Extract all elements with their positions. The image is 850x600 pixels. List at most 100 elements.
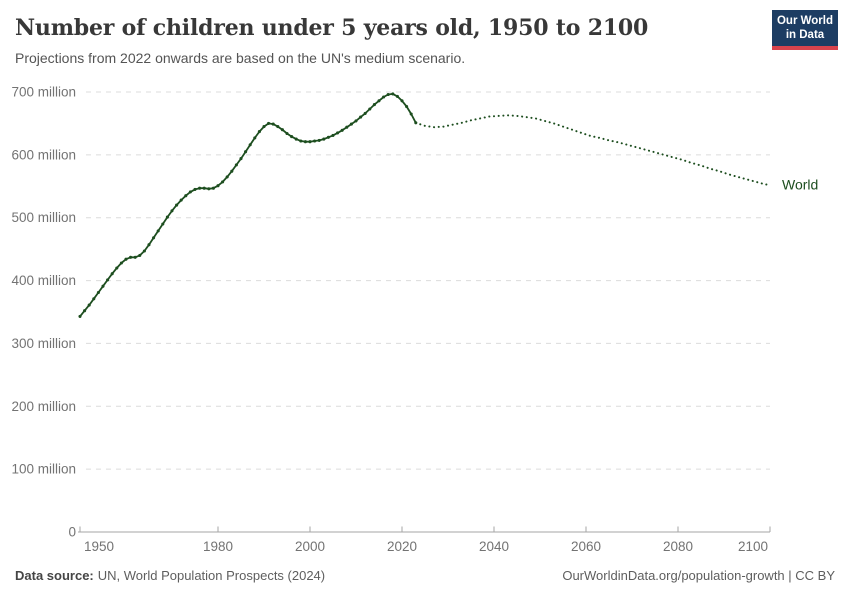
x-axis (78, 526, 771, 533)
data-point-marker (340, 128, 344, 132)
data-point-marker (405, 104, 409, 109)
x-axis-label: 1980 (203, 539, 233, 554)
data-point-marker (262, 125, 266, 129)
data-point-marker (119, 261, 123, 265)
data-point-marker (96, 290, 100, 295)
data-point-marker (207, 187, 211, 191)
data-point-marker (267, 121, 271, 125)
data-point-marker (175, 203, 179, 207)
data-point-marker (299, 139, 303, 143)
y-axis-label: 200 million (11, 399, 76, 414)
data-point-marker (87, 303, 91, 307)
owid-logo[interactable]: Our World in Data (772, 10, 838, 50)
data-point-marker (276, 125, 280, 129)
data-point-marker (294, 137, 298, 141)
data-point-marker (83, 309, 87, 313)
data-point-marker (308, 140, 312, 144)
data-point-marker (188, 190, 192, 194)
x-axis-label: 1950 (84, 539, 114, 554)
x-axis-label: 2060 (571, 539, 601, 554)
data-point-marker (322, 137, 326, 141)
data-point-marker (359, 115, 363, 119)
data-point-marker (165, 215, 169, 219)
y-gridlines (86, 91, 770, 470)
data-point-marker (349, 122, 353, 126)
x-axis-label: 2020 (387, 539, 417, 554)
owid-logo-line1: Our World (776, 14, 833, 27)
data-point-marker (313, 139, 317, 143)
series-historical-line (78, 92, 418, 318)
data-point-marker (133, 255, 137, 259)
data-point-marker (290, 135, 294, 139)
data-point-marker (179, 198, 183, 202)
data-point-marker (138, 253, 142, 257)
data-point-marker (129, 255, 133, 259)
y-axis-labels: 700 million 600 million 500 million 400 … (11, 85, 76, 540)
data-point-marker (372, 103, 376, 107)
data-point-marker (331, 133, 335, 137)
data-point-marker (124, 257, 128, 261)
footer-source-label: Data source: (15, 568, 94, 583)
data-point-marker (106, 278, 110, 282)
y-axis-label: 400 million (11, 273, 76, 288)
data-point-marker (257, 130, 261, 134)
y-axis-label: 600 million (11, 147, 76, 162)
data-point-marker (225, 175, 229, 179)
x-axis-label: 2000 (295, 539, 325, 554)
data-point-marker (354, 119, 358, 123)
data-point-marker (400, 99, 404, 103)
data-point-marker (368, 107, 372, 111)
data-point-marker (391, 92, 395, 96)
footer-source-value: UN, World Population Prospects (2024) (97, 568, 326, 583)
data-point-marker (92, 297, 96, 301)
data-point-marker (147, 243, 151, 247)
x-axis-label: 2100 (738, 539, 768, 554)
data-point-marker (170, 209, 174, 213)
data-point-marker (198, 186, 202, 190)
data-point-marker (336, 131, 340, 135)
data-point-marker (253, 136, 257, 140)
y-axis-label: 500 million (11, 210, 76, 225)
data-point-marker (152, 236, 156, 240)
footer-url-credit[interactable]: OurWorldinData.org/population-growth | C… (562, 568, 835, 583)
data-point-marker (234, 163, 238, 167)
y-axis-label: 0 (68, 525, 76, 540)
series-entity-label: World (782, 177, 818, 193)
data-point-marker (211, 186, 215, 190)
data-point-marker (248, 143, 252, 147)
y-axis-label: 700 million (11, 85, 76, 100)
data-point-marker (317, 138, 321, 142)
data-point-marker (280, 128, 284, 132)
data-point-marker (184, 194, 188, 198)
x-axis-labels: 1950 1980 2000 2020 2040 2060 2080 2100 (84, 539, 768, 554)
data-point-marker (377, 99, 381, 103)
data-point-marker (110, 272, 114, 276)
data-point-marker (115, 266, 119, 270)
footer-source: Data source: UN, World Population Prospec… (15, 568, 325, 583)
x-axis-label: 2040 (479, 539, 509, 554)
data-point-marker (345, 125, 349, 129)
owid-logo-line2: in Data (785, 29, 825, 41)
data-point-marker (271, 122, 275, 126)
data-point-marker (363, 111, 367, 115)
data-point-marker (239, 157, 243, 161)
series-projection-line (414, 114, 771, 186)
x-axis-label: 2080 (663, 539, 693, 554)
data-point-marker (409, 112, 413, 116)
data-point-marker (78, 314, 82, 318)
data-point-marker (303, 140, 307, 144)
y-axis-label: 100 million (11, 462, 76, 477)
data-point-marker (326, 135, 330, 139)
data-point-marker (285, 131, 289, 136)
data-point-marker (156, 229, 160, 233)
data-point-marker (244, 150, 248, 154)
data-point-marker (382, 95, 386, 99)
data-point-marker (395, 94, 399, 98)
data-point-marker (216, 184, 220, 188)
data-point-marker (161, 222, 165, 226)
data-point-marker (193, 187, 197, 191)
data-point-marker (221, 180, 225, 184)
data-point-marker (386, 92, 390, 97)
